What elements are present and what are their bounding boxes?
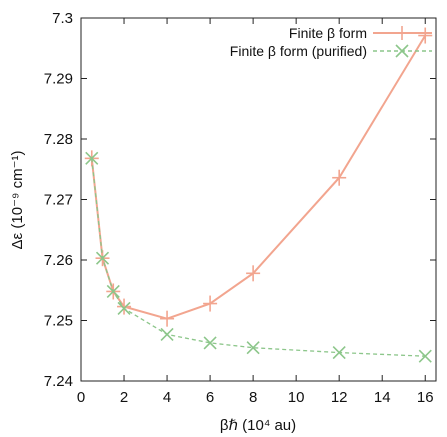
series-line-1	[91, 158, 426, 357]
legend-marker-finite	[395, 26, 409, 40]
y-tick-label: 7.27	[44, 192, 73, 209]
data-point-series-0	[203, 295, 218, 312]
y-tick-label: 7.3	[52, 10, 73, 27]
y-tick-label: 7.24	[44, 373, 73, 390]
x-tick-label: 2	[120, 389, 128, 406]
data-point-series-1	[332, 346, 346, 360]
legend: Finite β form Finite β form (purified)	[230, 25, 432, 59]
series-line-0	[90, 35, 427, 320]
x-tick-label: 0	[77, 389, 85, 406]
data-point-series-1	[418, 349, 432, 363]
x-tick-label: 14	[374, 389, 391, 406]
x-axis-label: βℏ (10⁴ au)	[220, 417, 296, 434]
plot-frame	[80, 17, 437, 382]
x-tick-label: 12	[331, 389, 348, 406]
data-point-series-1	[106, 284, 120, 299]
y-tick-label: 7.25	[44, 313, 73, 330]
y-tick-label: 7.28	[44, 131, 73, 148]
data-point-series-1	[85, 151, 99, 165]
y-tick-label: 7.29	[44, 71, 73, 88]
x-tick-label: 6	[206, 389, 214, 406]
legend-marker-purified	[395, 44, 409, 58]
x-tick-label: 4	[163, 389, 171, 406]
data-point-series-1	[95, 251, 110, 265]
series-layer	[84, 27, 433, 363]
data-point-series-0	[332, 169, 347, 186]
legend-label-finite: Finite β form	[289, 25, 367, 41]
data-point-series-0	[160, 310, 175, 327]
data-point-series-1	[117, 301, 131, 315]
x-tick-label: 16	[417, 389, 434, 406]
y-tick-label: 7.26	[44, 252, 73, 269]
x-tick-label: 10	[288, 389, 305, 406]
data-point-series-0	[117, 298, 132, 315]
data-point-series-1	[246, 341, 260, 355]
legend-label-purified: Finite β form (purified)	[230, 43, 367, 59]
data-point-series-0	[246, 265, 261, 282]
y-axis-label: Δε (10⁻⁹ cm⁻¹)	[9, 151, 26, 250]
y-axis-ticks: 7.24 7.25 7.26 7.27 7.28 7.29 7.3	[44, 10, 436, 390]
x-tick-label: 8	[249, 389, 257, 406]
data-point-series-1	[203, 336, 217, 350]
data-point-series-1	[160, 327, 174, 341]
x-axis-ticks: 0 2 4 6 8 10 12 14 16	[77, 18, 434, 406]
data-point-series-0	[418, 27, 433, 44]
